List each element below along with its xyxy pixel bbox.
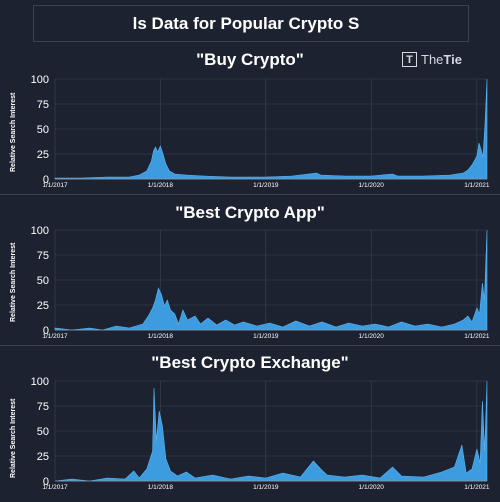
y-tick-label: 25	[37, 451, 49, 463]
x-tick-label: 1/1/2018	[148, 333, 174, 340]
x-tick-label: 1/1/2020	[359, 182, 385, 189]
area-series	[54, 78, 488, 180]
x-tick-label: 1/1/2021	[464, 484, 490, 491]
header-banner: ls Data for Popular Crypto S	[33, 5, 469, 42]
x-tick-label: 1/1/2021	[464, 333, 490, 340]
chart-title-buy-crypto: "Buy Crypto"	[196, 50, 304, 69]
y-tick-label: 75	[37, 99, 49, 111]
panel-divider	[0, 345, 500, 346]
y-tick-label: 0	[43, 325, 49, 337]
x-tick-label: 1/1/2018	[148, 484, 174, 491]
y-tick-label: 75	[37, 401, 49, 413]
x-tick-label: 1/1/2019	[253, 182, 279, 189]
y-tick-label: 100	[31, 376, 49, 388]
logo-mark-icon: T	[402, 52, 417, 67]
y-tick-label: 100	[31, 225, 49, 237]
y-tick-label: 75	[37, 250, 49, 262]
y-tick-label: 25	[37, 300, 49, 312]
area-series	[54, 380, 488, 482]
panel-divider	[0, 194, 500, 195]
y-tick-label: 50	[37, 275, 49, 287]
x-tick-label: 1/1/2020	[359, 484, 385, 491]
y-tick-label: 0	[43, 174, 49, 186]
x-tick-label: 1/1/2017	[42, 333, 68, 340]
y-tick-label: 25	[37, 149, 49, 161]
chart-title-best-crypto-app: "Best Crypto App"	[175, 203, 325, 222]
x-tick-label: 1/1/2019	[253, 484, 279, 491]
brand-logo: T TheTie	[402, 52, 462, 67]
y-tick-label: 0	[43, 476, 49, 488]
x-tick-label: 1/1/2017	[42, 182, 68, 189]
x-tick-label: 1/1/2020	[359, 333, 385, 340]
chart-title-best-crypto-exchange: "Best Crypto Exchange"	[151, 353, 349, 372]
header-title: ls Data for Popular Crypto S	[132, 13, 360, 33]
x-tick-label: 1/1/2021	[464, 182, 490, 189]
area-series	[54, 229, 488, 331]
y-tick-label: 50	[37, 124, 49, 136]
x-tick-label: 1/1/2019	[253, 333, 279, 340]
x-tick-label: 1/1/2018	[148, 182, 174, 189]
y-tick-label: 50	[37, 426, 49, 438]
y-tick-label: 100	[31, 74, 49, 86]
x-tick-label: 1/1/2017	[42, 484, 68, 491]
logo-text: TheTie	[421, 52, 462, 67]
